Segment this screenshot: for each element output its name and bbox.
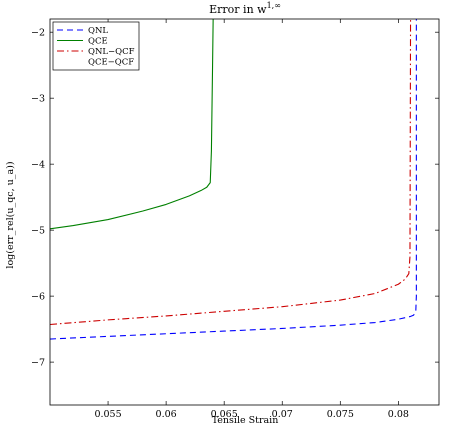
legend-label-1: QNL [88,26,108,36]
chart-title-main: Error in w [209,3,267,16]
x-axis-label: Tensile Strain [212,415,279,426]
series-layer [50,19,417,340]
axes: 0.055 0.06 0.065 0.07 0.075 0.08 −7 −6 −5 −4 −3 −2 [31,18,440,420]
x-tick-label: 0.075 [327,409,354,420]
series-line-3 [50,19,412,326]
legend-label-4: QCE−QCF [88,58,134,68]
y-tick-label: −2 [31,28,45,39]
plot-background [50,19,439,405]
axes-frame [49,18,440,406]
legend-label-3: QNL−QCF [88,47,135,57]
x-tick-label: 0.08 [388,409,409,420]
chart-text: Error in w1,∞ Tensile Strain log(err_rel… [5,1,281,426]
y-tick-label: −4 [31,160,45,171]
x-tick-label: 0.06 [156,409,177,420]
y-tick-label: −3 [31,94,45,105]
chart-title-superscript: 1,∞ [267,1,281,10]
y-axis-label: log(err_rel(u_qc, u_a)) [5,161,16,268]
x-tick-label: 0.07 [272,409,293,420]
series-line-2 [50,19,214,230]
y-tick-label: −5 [31,226,45,237]
series-line-1 [50,19,417,340]
y-tick-label: −6 [31,292,45,303]
plot-area [50,19,439,405]
x-tick-label: 0.065 [211,409,238,420]
chart-title: Error in w1,∞ [209,1,281,16]
legend-label-2: QCE [88,37,108,47]
x-tick-label: 0.055 [94,409,121,420]
y-tick-label: −7 [31,358,45,369]
